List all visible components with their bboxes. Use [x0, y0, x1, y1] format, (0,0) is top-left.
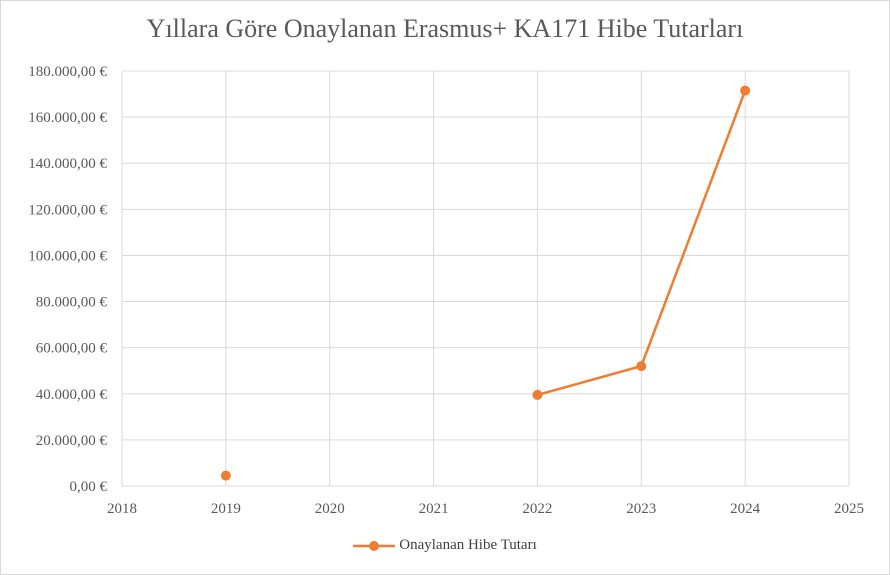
y-axis-tick-labels: 0,00 € 20.000,00 € 40.000,00 € 60.000,00 € 8…: [28, 64, 107, 495]
x-tick-label: 2023: [626, 501, 656, 517]
legend-label: Onaylanan Hibe Tutarı: [399, 537, 537, 554]
legend-swatch: [353, 540, 396, 551]
series-lines: [536, 89, 747, 397]
y-tick-label: 140.000,00 €: [28, 156, 107, 172]
x-tick-label: 2020: [315, 501, 345, 517]
x-tick-label: 2018: [107, 501, 137, 517]
series-points: [220, 85, 751, 481]
x-tick-label: 2024: [730, 501, 761, 517]
x-tick-label: 2019: [211, 501, 241, 517]
y-tick-label: 20.000,00 €: [36, 433, 108, 449]
series-line-segment: [640, 89, 747, 368]
data-point-2022: [532, 389, 543, 400]
y-tick-label: 120.000,00 €: [28, 202, 107, 218]
x-tick-label: 2025: [834, 501, 864, 517]
data-point-2023: [636, 361, 647, 372]
y-tick-label: 180.000,00 €: [28, 64, 107, 80]
x-axis-tick-labels: 2018 2019 2020 2021 2022 2023 2024 2025: [107, 501, 864, 517]
y-tick-label: 160.000,00 €: [28, 110, 107, 126]
series-line-segment: [536, 364, 643, 397]
horizontal-gridlines: [122, 70, 849, 487]
vertical-gridlines: [121, 71, 850, 486]
legend: Onaylanan Hibe Tutarı: [0, 537, 890, 554]
data-point-2024: [740, 85, 751, 96]
chart-title: Yıllara Göre Onaylanan Erasmus+ KA171 Hi…: [146, 14, 744, 43]
data-point-2019: [220, 470, 231, 481]
y-tick-label: 80.000,00 €: [36, 295, 108, 311]
y-tick-label: 0,00 €: [70, 479, 108, 495]
y-tick-label: 60.000,00 €: [36, 341, 108, 357]
legend-marker: [369, 540, 380, 551]
y-tick-label: 100.000,00 €: [28, 248, 107, 264]
x-tick-label: 2022: [522, 501, 552, 517]
x-tick-label: 2021: [419, 501, 449, 517]
y-tick-label: 40.000,00 €: [36, 387, 108, 403]
